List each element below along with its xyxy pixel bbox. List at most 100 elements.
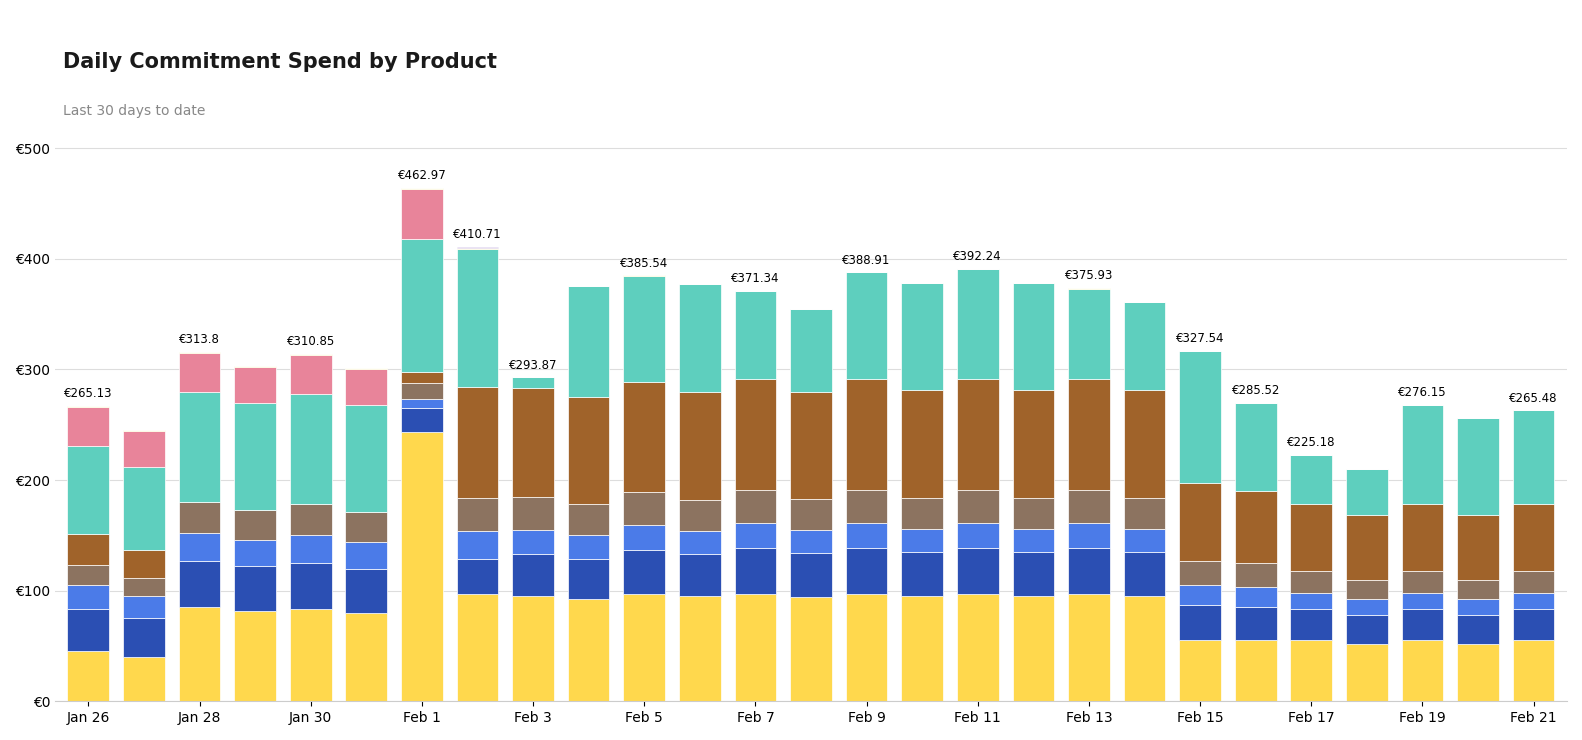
Bar bbox=[846, 523, 888, 548]
Bar bbox=[1012, 283, 1054, 391]
Bar bbox=[1179, 585, 1221, 605]
Text: €385.54: €385.54 bbox=[620, 257, 668, 270]
Bar bbox=[1236, 491, 1277, 563]
Bar bbox=[1346, 599, 1387, 615]
Bar bbox=[513, 554, 554, 596]
Bar bbox=[1123, 391, 1166, 498]
Bar bbox=[1068, 288, 1111, 289]
Bar bbox=[345, 512, 388, 542]
Bar bbox=[568, 559, 609, 599]
Bar bbox=[457, 531, 498, 559]
Bar bbox=[1236, 608, 1277, 640]
Bar bbox=[290, 610, 332, 702]
Bar bbox=[957, 523, 998, 548]
Bar bbox=[179, 608, 220, 702]
Bar bbox=[345, 369, 388, 405]
Bar bbox=[345, 405, 388, 512]
Bar bbox=[1123, 596, 1166, 702]
Bar bbox=[1236, 403, 1277, 491]
Bar bbox=[1123, 552, 1166, 596]
Bar bbox=[1291, 593, 1332, 610]
Bar bbox=[68, 407, 109, 445]
Bar bbox=[179, 391, 220, 502]
Bar bbox=[902, 552, 943, 596]
Bar bbox=[290, 355, 332, 394]
Bar bbox=[846, 380, 888, 490]
Bar bbox=[123, 596, 165, 619]
Bar bbox=[1179, 483, 1221, 561]
Bar bbox=[1457, 615, 1498, 644]
Bar bbox=[1012, 391, 1054, 498]
Text: €276.15: €276.15 bbox=[1398, 386, 1448, 400]
Bar bbox=[1179, 605, 1221, 640]
Text: €265.13: €265.13 bbox=[65, 387, 112, 400]
Text: €462.97: €462.97 bbox=[397, 169, 446, 183]
Bar bbox=[1012, 498, 1054, 528]
Bar bbox=[789, 530, 832, 553]
Bar bbox=[1123, 528, 1166, 552]
Bar bbox=[400, 383, 443, 400]
Bar bbox=[123, 467, 165, 550]
Bar bbox=[1402, 640, 1443, 702]
Bar bbox=[1068, 548, 1111, 594]
Bar bbox=[290, 354, 332, 355]
Bar bbox=[789, 597, 832, 702]
Bar bbox=[400, 408, 443, 432]
Bar bbox=[1402, 505, 1443, 571]
Bar bbox=[902, 283, 943, 391]
Bar bbox=[623, 382, 664, 492]
Bar bbox=[68, 534, 109, 565]
Bar bbox=[179, 561, 220, 608]
Bar bbox=[123, 579, 165, 596]
Text: €313.8: €313.8 bbox=[179, 333, 220, 346]
Bar bbox=[623, 525, 664, 550]
Bar bbox=[457, 559, 498, 594]
Bar bbox=[846, 594, 888, 702]
Bar bbox=[1402, 405, 1443, 505]
Bar bbox=[734, 523, 777, 548]
Bar bbox=[846, 548, 888, 594]
Bar bbox=[734, 548, 777, 594]
Bar bbox=[902, 528, 943, 552]
Bar bbox=[234, 610, 275, 702]
Bar bbox=[1512, 571, 1555, 593]
Bar bbox=[457, 498, 498, 531]
Bar bbox=[789, 553, 832, 597]
Bar bbox=[902, 596, 943, 702]
Bar bbox=[1346, 516, 1387, 579]
Bar bbox=[123, 430, 165, 431]
Bar bbox=[789, 499, 832, 530]
Bar bbox=[734, 490, 777, 523]
Bar bbox=[1512, 410, 1555, 505]
Bar bbox=[1402, 610, 1443, 640]
Bar bbox=[68, 445, 109, 534]
Bar bbox=[846, 490, 888, 523]
Bar bbox=[568, 535, 609, 559]
Bar bbox=[789, 391, 832, 499]
Bar bbox=[68, 406, 109, 407]
Bar bbox=[1179, 640, 1221, 702]
Bar bbox=[179, 353, 220, 391]
Bar bbox=[1012, 552, 1054, 596]
Text: Last 30 days to date: Last 30 days to date bbox=[63, 104, 206, 118]
Bar bbox=[234, 566, 275, 610]
Bar bbox=[400, 400, 443, 408]
Bar bbox=[234, 539, 275, 566]
Bar bbox=[400, 371, 443, 383]
Bar bbox=[234, 366, 275, 367]
Bar bbox=[123, 431, 165, 467]
Bar bbox=[734, 380, 777, 490]
Bar bbox=[957, 380, 998, 490]
Bar bbox=[623, 277, 664, 382]
Bar bbox=[179, 352, 220, 353]
Bar bbox=[1236, 588, 1277, 608]
Bar bbox=[1346, 644, 1387, 702]
Bar bbox=[957, 490, 998, 523]
Bar bbox=[400, 432, 443, 702]
Bar bbox=[68, 651, 109, 702]
Bar bbox=[1068, 289, 1111, 380]
Text: €285.52: €285.52 bbox=[1231, 384, 1280, 397]
Bar bbox=[457, 594, 498, 702]
Bar bbox=[179, 502, 220, 533]
Bar bbox=[734, 594, 777, 702]
